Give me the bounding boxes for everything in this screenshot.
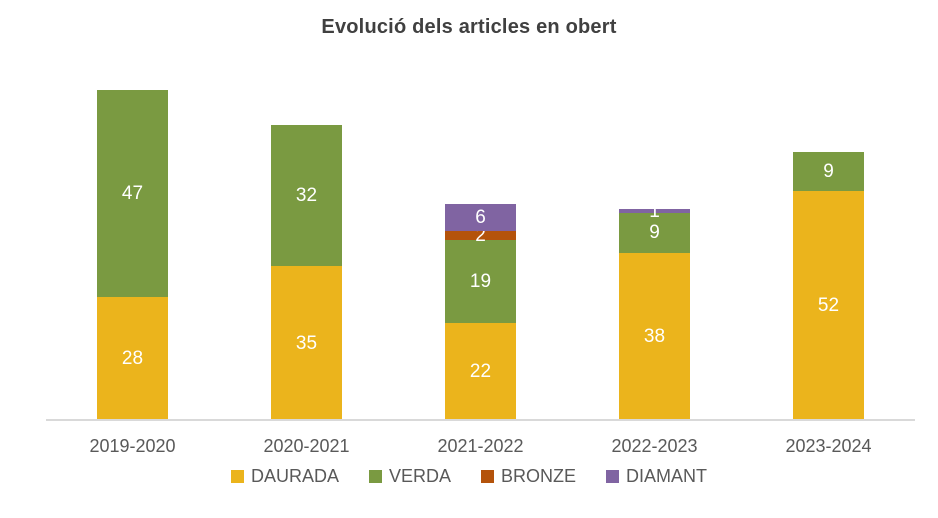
bar-segment-daurada-2021-2022: 22 [445, 323, 516, 420]
segment-value-label: 9 [649, 222, 660, 244]
legend-item-diamant: DIAMANT [606, 466, 707, 487]
segment-value-label: 47 [121, 182, 144, 204]
bar-segment-daurada-2020-2021: 35 [271, 266, 342, 420]
legend-swatch-icon [230, 470, 244, 483]
bar-segment-diamant-2022-2023: 1 [619, 202, 690, 221]
legend-label: DIAMANT [626, 466, 708, 486]
bar-segment-daurada-2022-2023: 38 [619, 252, 690, 420]
bar-segment-verda-2019-2020: 47 [97, 90, 168, 297]
bar-segment-verda-2021-2022: 19 [445, 239, 516, 324]
legend: DAURADA VERDA BRONZE DIAMANT [0, 466, 938, 487]
bar-segment-verda-2022-2023: 9 [619, 213, 690, 253]
x-axis-label-2021-2022: 2021-2022 [437, 436, 524, 456]
segment-value-label: 32 [295, 185, 318, 207]
bar-segment-verda-2023-2024: 9 [793, 151, 864, 192]
legend-item-daurada: DAURADA [230, 466, 339, 487]
legend-item-bronze: BRONZE [481, 466, 576, 487]
legend-item-verda: VERDA [368, 466, 451, 487]
chart-title: Evolució dels articles en obert [321, 16, 617, 38]
bar-segment-verda-2020-2021: 32 [271, 125, 342, 266]
legend-label: DAURADA [250, 466, 339, 486]
bar-segment-daurada-2019-2020: 28 [97, 296, 168, 420]
segment-value-label: 6 [475, 207, 486, 229]
x-axis-label-2020-2021: 2020-2021 [263, 436, 350, 456]
legend-label: BRONZE [501, 466, 577, 486]
segment-value-label: 28 [121, 347, 144, 369]
x-axis-label-2022-2023: 2022-2023 [611, 436, 698, 456]
bar-segment-bronze-2021-2022: 2 [445, 226, 516, 245]
x-axis-label-2023-2024: 2023-2024 [785, 436, 872, 456]
legend-label: VERDA [388, 466, 451, 486]
bar-segment-daurada-2023-2024: 52 [793, 191, 864, 420]
segment-value-label: 22 [469, 361, 492, 383]
segment-value-label: 9 [823, 160, 834, 182]
segment-value-label: 52 [817, 295, 840, 317]
x-axis-line [46, 419, 915, 421]
x-axis-label-2019-2020: 2019-2020 [89, 436, 176, 456]
legend-swatch-icon [368, 470, 382, 483]
legend-swatch-icon [606, 470, 620, 483]
segment-value-label: 19 [469, 270, 492, 292]
segment-value-label: 38 [643, 325, 666, 347]
segment-value-label: 35 [295, 332, 318, 354]
bar-segment-diamant-2021-2022: 6 [445, 204, 516, 231]
legend-swatch-icon [481, 470, 494, 483]
